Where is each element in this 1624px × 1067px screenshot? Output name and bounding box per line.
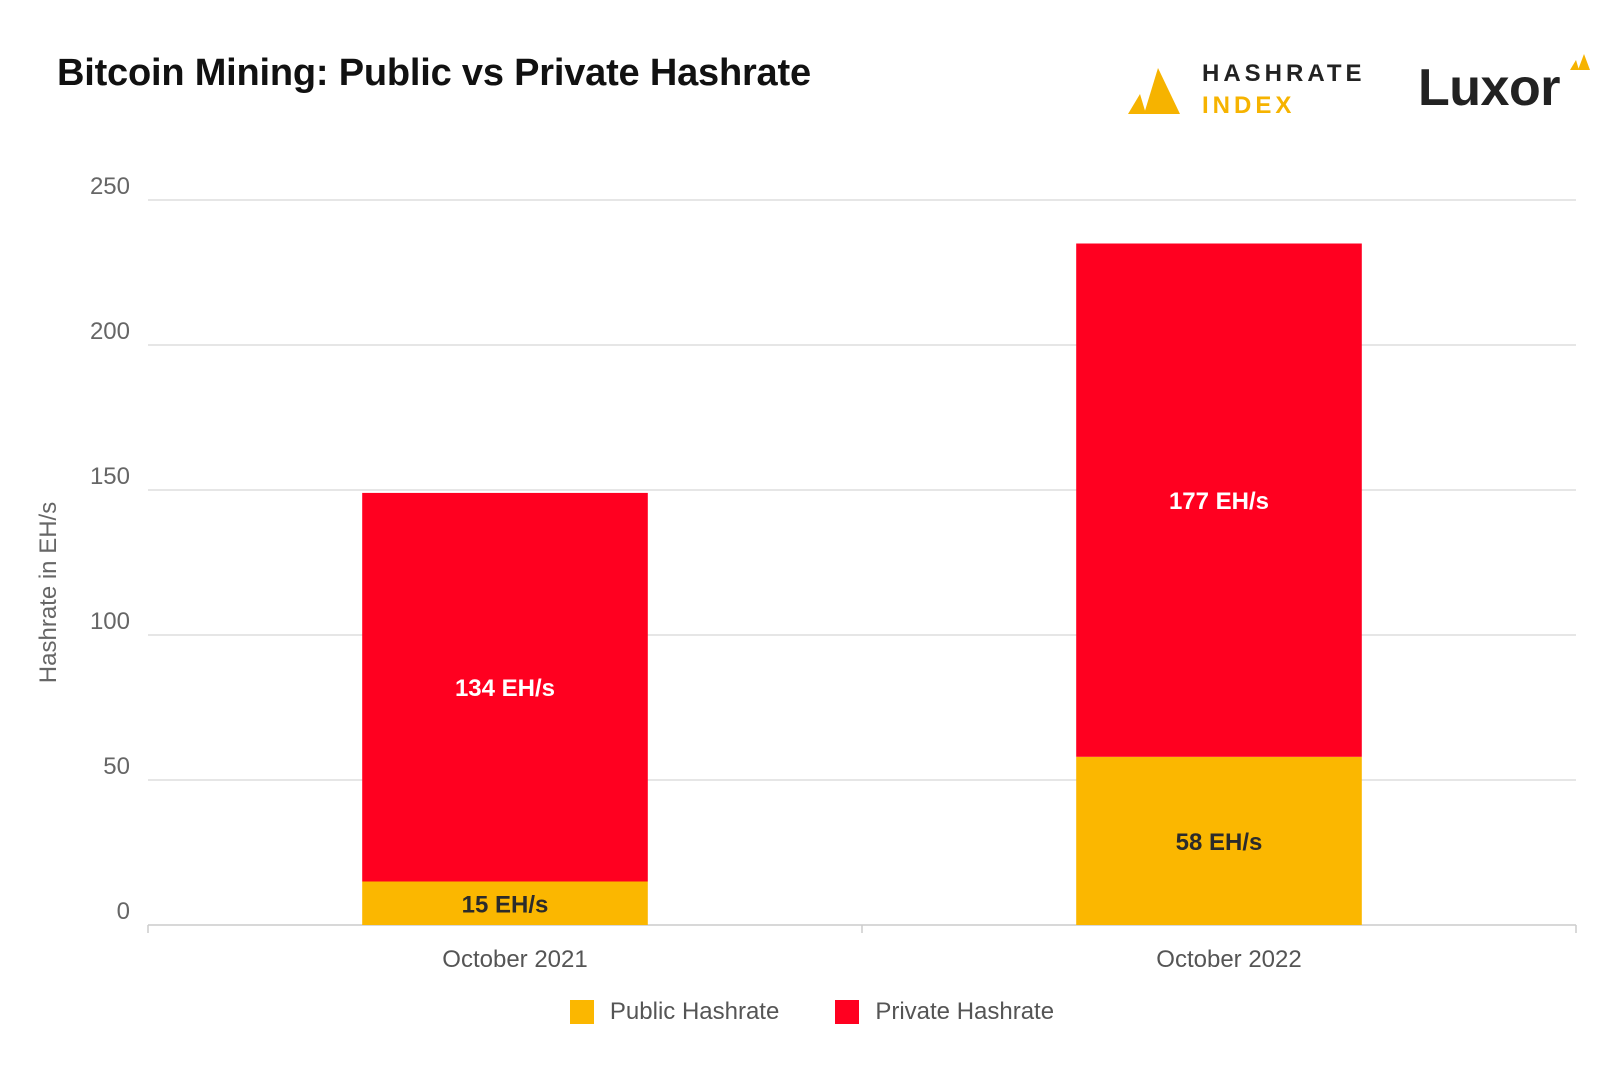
y-axis-title: Hashrate in EH/s xyxy=(35,502,62,683)
hashrate-index-logo-word-1: HASHRATE xyxy=(1202,60,1366,87)
luxor-logo-word: Luxor xyxy=(1418,59,1560,117)
legend-swatch-public xyxy=(569,1000,594,1024)
hashrate-index-logo-word-2: INDEX xyxy=(1202,92,1296,119)
data-label-private-2: 177 EH/s xyxy=(1169,488,1269,515)
y-tick-label: 250 xyxy=(90,173,130,200)
bar-public-2 xyxy=(1076,756,1362,925)
y-tick-label: 150 xyxy=(90,463,130,490)
y-tick-label: 50 xyxy=(103,753,130,780)
legend-swatch-private xyxy=(835,1000,860,1024)
data-label-public-1: 15 EH/s xyxy=(462,891,549,918)
chart-title: Bitcoin Mining: Public vs Private Hashra… xyxy=(57,52,811,94)
legend-item-private: Private Hashrate xyxy=(835,998,1054,1026)
bar-public-1 xyxy=(362,881,648,925)
x-category-label: October 2022 xyxy=(1156,946,1301,973)
legend-label-private: Private Hashrate xyxy=(875,998,1055,1025)
hashrate-index-logo-icon xyxy=(1128,68,1180,114)
y-tick-label: 200 xyxy=(90,318,130,345)
data-label-private-1: 134 EH/s xyxy=(455,675,555,702)
data-label-public-2: 58 EH/s xyxy=(1176,829,1263,856)
y-tick-label: 100 xyxy=(90,608,130,635)
luxor-logo-icon xyxy=(1570,54,1590,70)
bar-private-1 xyxy=(362,492,648,882)
legend-item-public: Public Hashrate xyxy=(569,998,780,1026)
x-category-label: October 2021 xyxy=(442,946,587,973)
luxor-logo: Luxor xyxy=(1418,52,1608,122)
hashrate-index-logo: HASHRATE INDEX xyxy=(1122,56,1372,126)
legend: Public Hashrate Private Hashrate xyxy=(0,998,1624,1026)
legend-label-public: Public Hashrate xyxy=(609,998,780,1025)
bar-private-2 xyxy=(1076,243,1362,757)
y-tick-label: 0 xyxy=(117,898,130,925)
